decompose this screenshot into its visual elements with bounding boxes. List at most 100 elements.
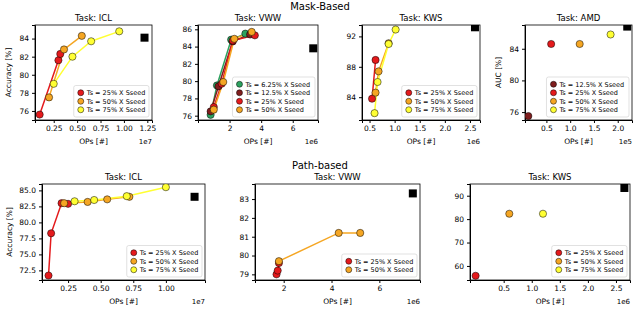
- x-axis-title: OPs [#]: [536, 297, 565, 306]
- plot-area: [207, 28, 317, 118]
- row-title: Path-based: [292, 160, 348, 171]
- x-axis-line: [526, 121, 633, 124]
- legend-label: Ts = 12.5% X Sseed: [558, 81, 624, 89]
- y-tick-mark: [32, 75, 35, 76]
- y-tick-label: 84: [509, 45, 519, 54]
- y-tick: 85.0: [19, 186, 42, 195]
- x-tick: 6: [291, 120, 296, 133]
- data-point: [248, 28, 255, 35]
- y-tick-label: 80: [509, 76, 519, 85]
- y-tick-label: 88: [346, 63, 356, 72]
- plot-area: [525, 25, 631, 120]
- x-tick-mark: [395, 120, 396, 123]
- plot-frame: [362, 25, 480, 120]
- y-tick: 79: [239, 270, 255, 279]
- y-tick-mark: [195, 98, 198, 99]
- x-tick-label: 1.0: [526, 284, 538, 293]
- chart-title: Task: VWW: [313, 172, 361, 182]
- x-tick-label: 4: [259, 124, 264, 133]
- y-axis-line: [252, 185, 256, 281]
- x-tick: 2: [282, 280, 287, 293]
- data-point: [357, 229, 364, 236]
- legend-box: [232, 77, 315, 117]
- legend-box: [546, 77, 629, 117]
- y-tick-mark: [39, 206, 42, 207]
- chart-title: Task: AMD: [556, 13, 601, 23]
- y-tick-label: 82: [239, 214, 249, 223]
- x-axis: 0.51.01.52.02.5: [363, 120, 481, 133]
- data-point: [335, 229, 342, 236]
- legend-marker: [236, 107, 242, 113]
- y-tick-mark: [359, 67, 362, 68]
- y-axis-line: [522, 26, 526, 121]
- legend-label: Ts = 6.25% X Sseed: [244, 81, 310, 89]
- y-tick-label: 76: [19, 107, 29, 116]
- y-tick-mark: [252, 274, 255, 275]
- y-tick-label: 84: [346, 93, 356, 102]
- legend-label: Ts = 25% X Sseed: [244, 98, 304, 106]
- x-tick: 1.25: [139, 120, 156, 133]
- legend-marker: [406, 90, 412, 96]
- y-tick-mark: [252, 199, 255, 200]
- legend-label: Ts = 50% X Sseed: [558, 98, 618, 106]
- legend-marker: [556, 267, 562, 273]
- legend: Ts = 25% X SseedTs = 50% X Sseed: [342, 254, 417, 277]
- x-tick: 0.50: [69, 120, 86, 133]
- legend-marker: [236, 90, 242, 96]
- x-tick-label: 1.5: [554, 284, 566, 293]
- y-tick-label: 80: [454, 215, 464, 224]
- y-tick: 82: [239, 214, 255, 223]
- x-tick-label: 4: [330, 284, 335, 293]
- x-tick-label: 1.5: [588, 124, 600, 133]
- y-tick: 80: [454, 215, 470, 224]
- data-point: [607, 31, 614, 38]
- y-tick-mark: [522, 80, 525, 81]
- x-axis-title: OPs [#]: [407, 137, 436, 146]
- x-axis-line: [363, 121, 481, 124]
- y-tick: 76: [182, 112, 198, 121]
- x-tick: 1.0: [526, 280, 538, 293]
- x-tick-label: 1.0: [565, 124, 577, 133]
- data-point: [375, 68, 382, 75]
- legend-label: Ts = 75% X Sseed: [558, 106, 618, 114]
- legend-label: Ts = 25% X Sseed: [139, 249, 199, 257]
- x-axis: 0.51.01.52.02.5: [471, 280, 631, 293]
- data-point: [61, 200, 68, 207]
- x-tick-label: 0.5: [541, 124, 553, 133]
- legend-label: Ts = 50% X Sseed: [139, 258, 199, 266]
- x-tick-mark: [594, 120, 595, 123]
- chart-title: Task: ICL: [74, 13, 112, 23]
- legend-label: Ts = 25% X Sseed: [354, 258, 414, 266]
- x-tick-label: 2.0: [582, 284, 594, 293]
- legend-marker: [346, 267, 352, 273]
- plot-area: [36, 28, 148, 118]
- legend-marker: [78, 107, 84, 113]
- data-point: [374, 78, 381, 85]
- y-axis-line: [39, 185, 43, 281]
- y-tick-label: 79: [239, 270, 249, 279]
- data-point: [78, 32, 85, 39]
- series-line: [49, 203, 69, 275]
- chart-title: Task: KWS: [399, 13, 443, 23]
- legend-label: Ts = 25% X Sseed: [414, 89, 474, 97]
- x-axis-line: [36, 121, 153, 124]
- x-tick-mark: [230, 120, 231, 123]
- x-tick-mark: [588, 280, 589, 283]
- legend-marker: [131, 250, 137, 256]
- legend-marker: [131, 258, 137, 264]
- legend-marker: [78, 90, 84, 96]
- legend-marker: [131, 267, 137, 273]
- y-tick-label: 83: [239, 195, 249, 204]
- y-tick: 83: [239, 195, 255, 204]
- y-axis: 767880828486: [182, 25, 198, 120]
- data-point: [472, 272, 479, 279]
- chart-title: Task: ICL: [104, 172, 142, 182]
- y-tick-label: 80: [19, 71, 29, 80]
- x-axis-title: OPs [#]: [109, 297, 138, 306]
- y-tick-label: 85.0: [19, 186, 36, 195]
- legend: Ts = 25% X SseedTs = 50% X SseedTs = 75%…: [552, 246, 627, 278]
- x-tick-mark: [546, 120, 547, 123]
- x-tick-label: 0.5: [498, 284, 510, 293]
- panel: 0.51.01.52.02.5848892Task: KWSOPs [#]1e6…: [346, 13, 480, 146]
- reference-point: [623, 25, 631, 31]
